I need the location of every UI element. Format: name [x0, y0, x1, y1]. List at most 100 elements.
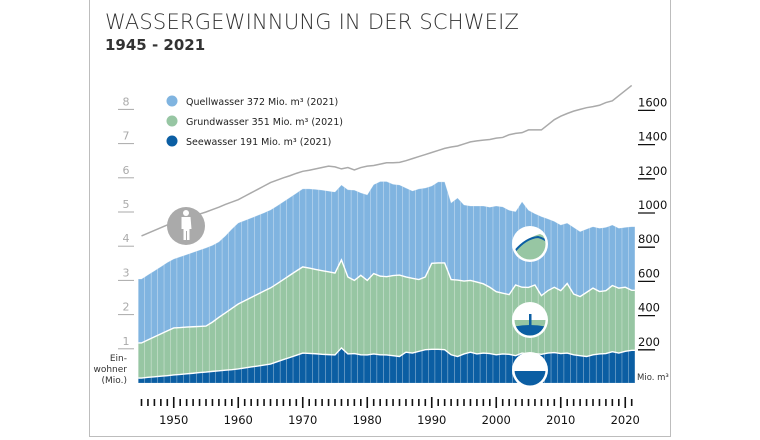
left-axis-tick-label: 7	[123, 130, 130, 143]
bar-grundwasser-1987	[408, 277, 416, 354]
x-axis-tick	[211, 399, 214, 406]
bar-grundwasser-1954	[196, 325, 204, 374]
x-axis-tick	[347, 399, 349, 406]
bar-grundwasser-2018	[608, 285, 616, 354]
bar-quellwasser-1950	[170, 257, 178, 330]
x-axis-tick	[366, 397, 369, 408]
bar-grundwasser-1948	[157, 331, 165, 377]
bar-grundwasser-2012	[570, 287, 578, 356]
bar-grundwasser-1961	[241, 298, 249, 369]
bar-seewasser-1975	[331, 350, 339, 384]
bar-seewasser-1962	[247, 366, 255, 384]
bar-grundwasser-1985	[395, 274, 404, 357]
x-axis-tick	[295, 399, 298, 406]
bar-quellwasser-1969	[292, 190, 300, 274]
bar-quellwasser-1957	[215, 238, 223, 321]
x-axis-tick	[353, 399, 356, 406]
bar-grundwasser-1946	[144, 337, 152, 379]
bar-grundwasser-1983	[383, 275, 391, 356]
left-axis-tick-label: 8	[123, 95, 130, 108]
x-axis-tick	[624, 397, 627, 408]
bar-seewasser-1980	[363, 354, 371, 384]
x-axis-tick	[469, 399, 472, 406]
x-axis-tick	[566, 399, 568, 406]
bar-grundwasser-2015	[589, 287, 597, 357]
bar-seewasser-1958	[221, 369, 229, 384]
x-axis-tick	[250, 399, 252, 406]
spring-icon	[512, 226, 548, 262]
x-axis-tick	[231, 399, 233, 406]
bar-seewasser-2015	[589, 354, 597, 384]
chart-title: WASSERGEWINNUNG IN DER SCHWEIZ	[105, 10, 520, 34]
bar-seewasser-1969	[292, 353, 300, 384]
bar-quellwasser-1952	[183, 253, 191, 328]
bar-grundwasser-1969	[292, 268, 300, 357]
x-axis-tick	[398, 399, 401, 406]
x-axis-tick	[559, 397, 562, 408]
x-axis-tick	[611, 399, 614, 406]
x-axis-tick	[385, 399, 388, 406]
x-axis-tick	[256, 399, 259, 406]
x-axis-tick	[321, 399, 323, 406]
x-axis-tick	[540, 399, 543, 406]
bar-seewasser-1973	[318, 353, 326, 384]
bar-seewasser-1982	[376, 354, 384, 384]
chart-subtitle: 1945 - 2021	[105, 36, 206, 54]
bar-grundwasser-1970	[299, 266, 307, 355]
bar-seewasser-1985	[395, 353, 404, 384]
bar-quellwasser-1955	[202, 246, 210, 327]
bar-seewasser-2002	[505, 353, 513, 384]
bar-quellwasser-1990	[428, 183, 436, 271]
x-axis-tick	[172, 397, 175, 408]
bar-quellwasser-1996	[466, 205, 474, 282]
bar-grundwasser-1964	[260, 288, 268, 366]
bar-seewasser-2001	[499, 353, 507, 384]
right-axis-tick-label: 1600	[638, 95, 667, 109]
bar-quellwasser-1954	[196, 248, 204, 327]
bar-grundwasser-1945	[137, 340, 146, 379]
bar-quellwasser-1993	[447, 192, 455, 281]
legend-label-seewasser: Seewasser 191 Mio. m³ (2021)	[186, 137, 331, 148]
x-axis-tick	[521, 399, 523, 406]
bar-seewasser-1983	[383, 354, 391, 384]
bar-quellwasser-1994	[454, 197, 462, 281]
bar-quellwasser-1981	[370, 182, 378, 278]
bar-grundwasser-1959	[228, 305, 236, 371]
bar-quellwasser-2016	[595, 227, 603, 292]
x-axis-tick	[160, 399, 162, 406]
bar-quellwasser-2018	[608, 224, 616, 289]
bar-seewasser-1996	[466, 351, 474, 384]
x-axis-tick	[534, 399, 536, 406]
bar-grundwasser-1950	[170, 327, 178, 376]
bar-quellwasser-2012	[570, 224, 578, 296]
bar-seewasser-2009	[550, 352, 558, 384]
bar-quellwasser-1998	[479, 205, 487, 287]
x-axis-tick	[482, 399, 485, 406]
x-axis-tick-label: 2020	[611, 413, 640, 427]
bar-seewasser-1979	[357, 353, 365, 384]
legend-swatch-quellwasser	[166, 95, 178, 107]
x-axis-tick	[263, 399, 265, 406]
x-axis-tick	[360, 399, 362, 406]
x-axis-tick	[289, 399, 291, 406]
x-axis-tick	[418, 399, 420, 406]
bar-quellwasser-1988	[415, 188, 423, 280]
bar-grundwasser-1957	[215, 314, 223, 372]
bar-seewasser-1986	[402, 351, 410, 384]
bar-quellwasser-1983	[383, 181, 391, 277]
bar-quellwasser-1949	[163, 260, 171, 333]
left-axis-tick-label: 3	[123, 266, 130, 279]
bar-grundwasser-1990	[428, 262, 436, 350]
bar-grundwasser-2021	[628, 288, 636, 352]
bar-seewasser-1953	[189, 372, 197, 384]
bar-seewasser-1998	[479, 352, 487, 384]
x-axis-tick	[495, 397, 498, 408]
x-axis-tick	[276, 399, 278, 406]
x-axis-tick	[630, 399, 633, 406]
left-axis-tick-label: 5	[123, 198, 130, 211]
x-axis-tick	[553, 399, 556, 406]
bar-grundwasser-1981	[370, 273, 378, 355]
x-axis-tick-label: 1970	[288, 413, 317, 427]
bar-seewasser-2013	[576, 354, 584, 384]
bar-grundwasser-1988	[415, 277, 423, 353]
